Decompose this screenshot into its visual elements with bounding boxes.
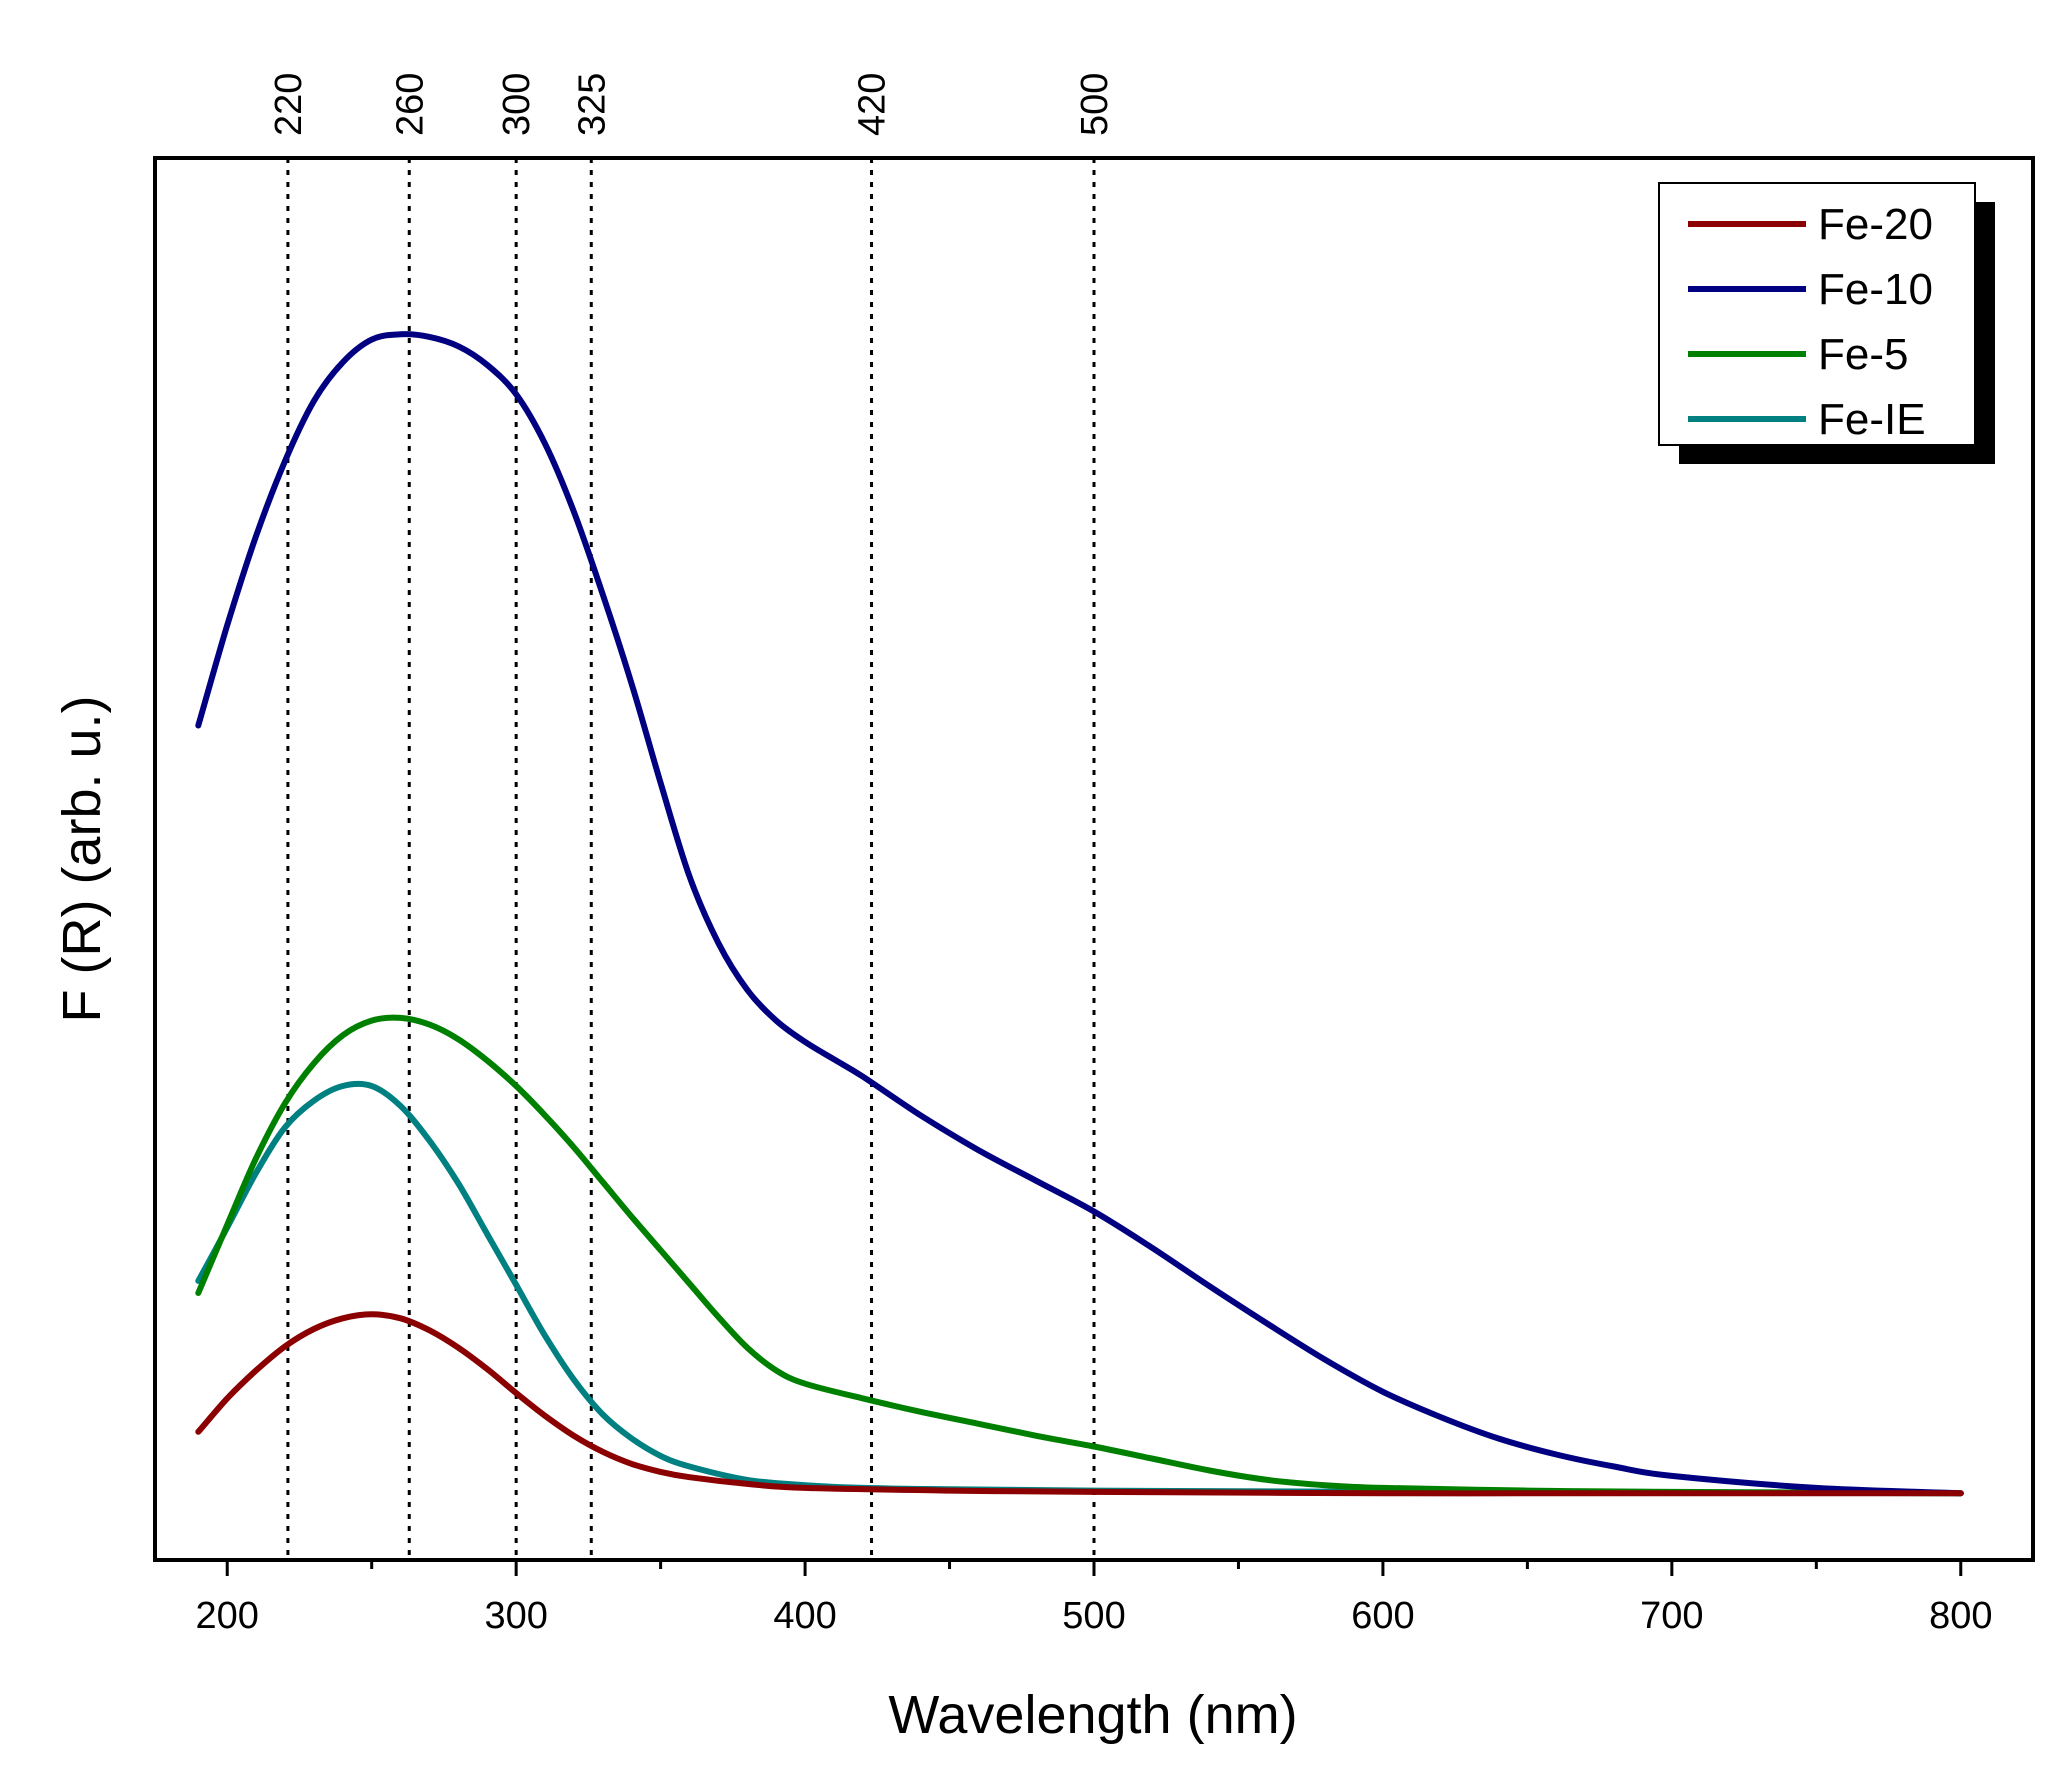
legend-label-fe-20: Fe-20 bbox=[1818, 200, 1933, 249]
reference-label-300: 300 bbox=[496, 73, 538, 136]
x-tick-label-700: 700 bbox=[1640, 1595, 1703, 1637]
series-lines bbox=[195, 331, 1964, 1497]
x-axis-ticks: 200 300 400 500 600 700 800 bbox=[196, 1560, 1992, 1637]
series-line-fe-10 bbox=[195, 331, 1964, 1497]
reference-label-325: 325 bbox=[571, 73, 613, 136]
legend-label-fe-5: Fe-5 bbox=[1818, 330, 1908, 379]
x-tick-label-200: 200 bbox=[196, 1595, 259, 1637]
y-axis-title: F (R) (arb. u.) bbox=[52, 695, 112, 1022]
reference-label-220: 220 bbox=[268, 73, 310, 136]
reference-label-500: 500 bbox=[1074, 73, 1116, 136]
reference-lines bbox=[286, 158, 1096, 1560]
legend: Fe-20 Fe-10 Fe-5 Fe-IE bbox=[1658, 182, 1995, 464]
reference-label-420: 420 bbox=[852, 73, 894, 136]
x-tick-label-500: 500 bbox=[1062, 1595, 1125, 1637]
series-line-fe-5 bbox=[195, 1014, 1964, 1497]
x-tick-label-400: 400 bbox=[773, 1595, 836, 1637]
x-tick-label-800: 800 bbox=[1929, 1595, 1992, 1637]
series-line-fe-20 bbox=[195, 1311, 1964, 1497]
x-axis-title: Wavelength (nm) bbox=[888, 1685, 1297, 1745]
reference-label-260: 260 bbox=[389, 73, 431, 136]
legend-label-fe-10: Fe-10 bbox=[1818, 265, 1933, 314]
reference-line-labels: 220 260 300 325 420 500 bbox=[268, 73, 1116, 136]
x-tick-label-300: 300 bbox=[484, 1595, 547, 1637]
legend-label-fe-ie: Fe-IE bbox=[1818, 395, 1926, 444]
x-tick-label-600: 600 bbox=[1351, 1595, 1414, 1637]
